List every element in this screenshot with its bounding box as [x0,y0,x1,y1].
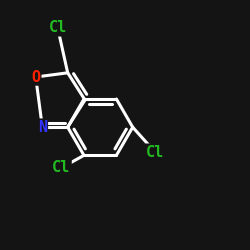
Text: N: N [38,120,47,135]
Text: Cl: Cl [52,160,70,175]
Text: O: O [31,70,40,84]
Text: Cl: Cl [48,20,67,35]
Text: Cl: Cl [146,145,164,160]
